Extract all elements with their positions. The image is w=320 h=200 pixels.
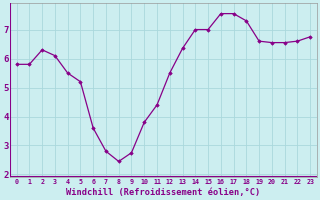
X-axis label: Windchill (Refroidissement éolien,°C): Windchill (Refroidissement éolien,°C): [66, 188, 260, 197]
